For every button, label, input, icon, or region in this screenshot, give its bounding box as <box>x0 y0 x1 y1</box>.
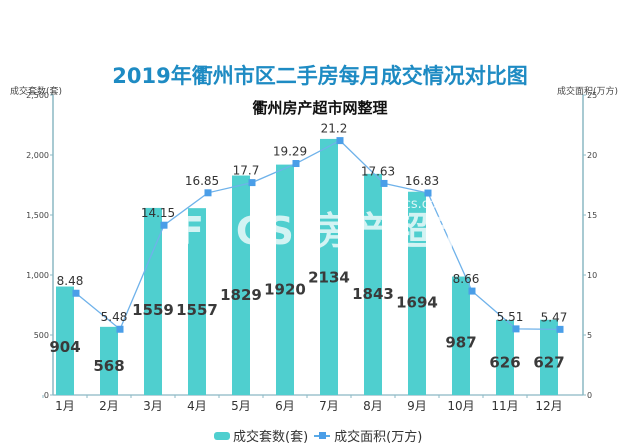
bar-value-label: 1920 <box>264 281 306 299</box>
bar-value-label: 626 <box>489 354 520 372</box>
left-tick-label: 1,000 <box>26 271 49 280</box>
line-value-label: 17.63 <box>361 164 395 178</box>
line-value-label: 8.66 <box>453 272 480 286</box>
left-axis-title: 成交套数(套) <box>10 87 63 97</box>
line-marker <box>424 189 432 197</box>
bar-value-label: 568 <box>93 357 124 375</box>
line-value-label: 16.83 <box>405 174 439 188</box>
legend: 成交套数(套) 成交面积(万方) <box>214 426 422 445</box>
legend-bar-swatch <box>214 431 230 440</box>
line-value-label: 19.29 <box>273 145 307 159</box>
bar <box>540 319 558 395</box>
x-tick-label: 9月 <box>407 399 427 413</box>
bar <box>276 164 294 395</box>
line-marker <box>160 221 168 229</box>
line-marker <box>512 325 520 333</box>
bar-value-label: 904 <box>49 338 80 356</box>
x-tick-label: 3月 <box>143 399 163 413</box>
watermark-url: fccs.com <box>392 197 450 212</box>
x-tick-label: 12月 <box>535 399 562 413</box>
left-tick-label: 1,500 <box>26 211 49 220</box>
left-tick-label: 2,500 <box>26 91 49 100</box>
x-tick-label: 2月 <box>99 399 119 413</box>
bar <box>408 191 426 395</box>
line-value-label: 21.2 <box>321 122 348 136</box>
bar <box>364 173 382 395</box>
line-value-label: 5.48 <box>101 310 128 324</box>
chart-subtitle: 衢州房产超市网整理 <box>252 99 388 117</box>
right-tick-label: 20 <box>587 151 597 160</box>
line-value-label: 8.48 <box>57 274 84 288</box>
x-tick-label: 11月 <box>491 399 518 413</box>
line-marker <box>468 287 476 295</box>
right-tick-label: 15 <box>587 211 597 220</box>
x-tick-label: 10月 <box>447 399 474 413</box>
bar <box>496 319 514 395</box>
right-tick-label: 5 <box>587 331 592 340</box>
bar-value-label: 1694 <box>396 293 438 311</box>
right-axis-title: 成交面积(万方) <box>557 87 619 97</box>
area-line <box>75 139 561 331</box>
bar-value-label: 1843 <box>352 285 394 303</box>
left-tick-label: 0 <box>44 391 49 400</box>
legend-line-swatch <box>314 431 331 439</box>
watermark-logo: FCCS 房产超市 <box>178 209 472 253</box>
bar-value-label: 1557 <box>176 301 218 319</box>
line-marker <box>336 137 344 145</box>
x-tick-label: 5月 <box>231 399 251 413</box>
x-tick-label: 1月 <box>55 399 75 413</box>
bar-value-label: 987 <box>445 333 476 351</box>
right-tick-label: 0 <box>587 391 592 400</box>
right-tick-label: 10 <box>587 271 597 280</box>
right-tick-label: 25 <box>587 91 597 100</box>
bar-value-label: 2134 <box>308 269 350 287</box>
line-marker <box>72 289 80 297</box>
line-value-label: 5.47 <box>541 310 568 324</box>
line-value-label: 16.85 <box>185 174 219 188</box>
line-value-label: 14.15 <box>141 206 175 220</box>
x-tick-label: 7月 <box>319 399 339 413</box>
chart-title: 2019年衢州市区二手房每月成交情况对比图 <box>112 64 528 88</box>
x-tick-label: 4月 <box>187 399 207 413</box>
bar <box>188 208 206 395</box>
line-marker <box>556 325 564 333</box>
bar <box>100 326 118 395</box>
line-marker <box>248 179 256 187</box>
bar <box>56 286 74 395</box>
left-tick-label: 500 <box>34 331 49 340</box>
bar <box>320 138 338 396</box>
line-marker <box>116 325 124 333</box>
bar <box>144 207 162 395</box>
bar <box>232 175 250 395</box>
x-tick-label: 6月 <box>275 399 295 413</box>
legend-label-line: 成交面积(万方) <box>334 430 423 445</box>
left-tick-label: 2,000 <box>26 151 49 160</box>
line-value-label: 5.51 <box>497 310 524 324</box>
bar-value-label: 627 <box>533 354 564 372</box>
line-value-label: 17.7 <box>233 164 260 178</box>
bar <box>452 276 470 395</box>
bar-value-label: 1829 <box>220 286 262 304</box>
bar-value-label: 1559 <box>132 301 174 319</box>
line-marker <box>292 160 300 168</box>
line-marker <box>380 179 388 187</box>
legend-label-bar: 成交套数(套) <box>233 430 309 445</box>
x-tick-label: 8月 <box>363 399 383 413</box>
line-marker <box>204 189 212 197</box>
